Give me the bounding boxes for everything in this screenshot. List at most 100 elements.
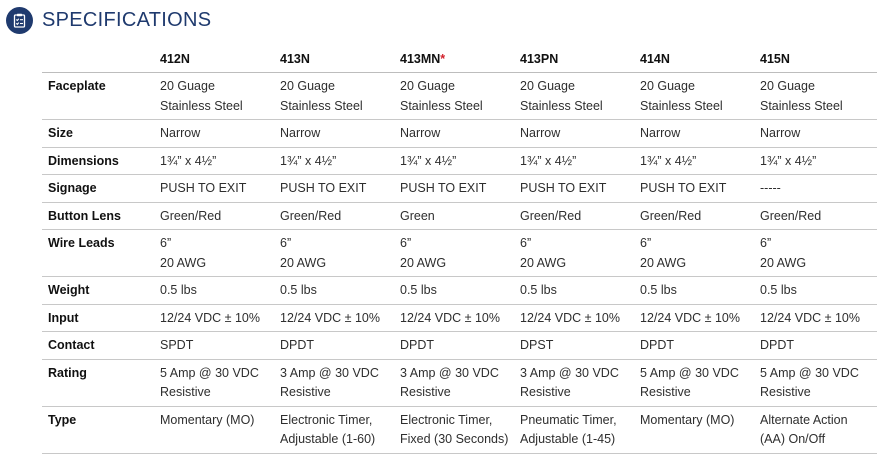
- cell-line: Alternate Action: [760, 412, 848, 427]
- model-name: 412N: [160, 52, 190, 66]
- row-label: Input: [42, 304, 160, 332]
- column-header-415n: 415N: [760, 48, 877, 73]
- table-row: Input 12/24 VDC ± 10% 12/24 VDC ± 10% 12/24…: [42, 304, 877, 332]
- cell-line: Fixed (30 Seconds): [400, 432, 509, 446]
- table-cell: DPST: [520, 331, 640, 360]
- table-header-row: 412N 413N 413MN* 413PN 414N 415N: [42, 48, 877, 73]
- cell-line: 3 Amp @ 30 VDC: [280, 365, 379, 380]
- cell-line: Resistive: [400, 385, 451, 399]
- cell-line: Narrow: [640, 126, 681, 140]
- table-cell: SPDT: [160, 331, 280, 360]
- table-cell: 0.5 lbs: [760, 276, 877, 305]
- model-name: 415N: [760, 52, 790, 66]
- cell-line: 0.5 lbs: [400, 283, 437, 297]
- table-cell: 0.5 lbs: [520, 276, 640, 305]
- cell-line: Stainless Steel: [160, 98, 243, 113]
- cell-line: 6”: [280, 236, 292, 250]
- table-row: Weight 0.5 lbs 0.5 lbs 0.5 lbs 0.5 lbs 0.5 lb…: [42, 276, 877, 305]
- table-cell: 5 Amp @ 30 VDC Resistive: [640, 359, 760, 407]
- cell-line: 12/24 VDC ± 10%: [520, 310, 620, 325]
- table-cell: 3 Amp @ 30 VDC Resistive: [280, 359, 400, 407]
- cell-line: -----: [760, 181, 781, 195]
- cell-line: Green/Red: [160, 208, 222, 223]
- table-cell: 1¾” x 4½”: [760, 147, 877, 175]
- cell-line: 1¾” x 4½”: [280, 153, 337, 168]
- column-header-412n: 412N: [160, 48, 280, 73]
- cell-line: 1¾” x 4½”: [400, 153, 457, 168]
- cell-line: 6”: [640, 236, 652, 250]
- table-cell: 20 Guage Stainless Steel: [520, 72, 640, 120]
- cell-line: Narrow: [760, 126, 801, 140]
- row-label: Button Lens: [42, 202, 160, 230]
- model-name: 413PN: [520, 52, 559, 66]
- column-header-413mn: 413MN*: [400, 48, 520, 73]
- cell-line: Green: [400, 208, 435, 223]
- cell-line: 20 Guage: [160, 79, 215, 93]
- cell-line: Resistive: [640, 385, 691, 399]
- table-cell: 6” 20 AWG: [640, 229, 760, 277]
- table-cell: PUSH TO EXIT: [640, 174, 760, 203]
- table-cell: PUSH TO EXIT: [160, 174, 280, 203]
- table-cell: DPDT: [400, 331, 520, 360]
- table-cell: 12/24 VDC ± 10%: [640, 304, 760, 332]
- cell-line: 6”: [520, 236, 532, 250]
- table-cell: 6” 20 AWG: [760, 229, 877, 277]
- table-row: Signage PUSH TO EXIT PUSH TO EXIT PUSH TO E…: [42, 174, 877, 203]
- cell-line: 12/24 VDC ± 10%: [400, 310, 500, 325]
- row-label: Wire Leads: [42, 229, 160, 277]
- row-label: Size: [42, 119, 160, 148]
- cell-line: DPDT: [400, 338, 435, 352]
- cell-line: (AA) On/Off: [760, 432, 826, 446]
- cell-line: 20 Guage: [400, 79, 455, 93]
- cell-line: PUSH TO EXIT: [400, 181, 487, 195]
- table-cell: 12/24 VDC ± 10%: [400, 304, 520, 332]
- cell-line: 6”: [400, 236, 412, 250]
- cell-line: Adjustable (1-60): [280, 432, 376, 446]
- cell-line: 20 Guage: [640, 79, 695, 93]
- checklist-icon: [6, 6, 33, 34]
- cell-line: 12/24 VDC ± 10%: [160, 310, 260, 325]
- cell-line: Narrow: [280, 126, 321, 140]
- row-label: Weight: [42, 276, 160, 305]
- row-label: Signage: [42, 174, 160, 203]
- table-cell: DPDT: [280, 331, 400, 360]
- cell-line: SPDT: [160, 338, 194, 352]
- cell-line: 20 AWG: [280, 255, 327, 270]
- cell-line: 20 AWG: [520, 255, 567, 270]
- cell-line: 20 Guage: [520, 79, 575, 93]
- table-cell: 0.5 lbs: [640, 276, 760, 305]
- table-cell: 1¾” x 4½”: [160, 147, 280, 175]
- cell-line: DPST: [520, 338, 554, 352]
- table-cell: 0.5 lbs: [280, 276, 400, 305]
- table-cell: 20 Guage Stainless Steel: [160, 72, 280, 120]
- table-cell: Narrow: [160, 119, 280, 148]
- table-cell: 6” 20 AWG: [400, 229, 520, 277]
- cell-line: 3 Amp @ 30 VDC: [520, 365, 619, 380]
- table-cell: 20 Guage Stainless Steel: [640, 72, 760, 120]
- cell-line: Momentary (MO): [640, 412, 735, 427]
- table-row: Wire Leads 6” 20 AWG 6” 20 AWG 6” 20 AWG 6” 20 A…: [42, 229, 877, 277]
- cell-line: 1¾” x 4½”: [520, 153, 577, 168]
- table-cell: Narrow: [280, 119, 400, 148]
- asterisk-marker: *: [440, 52, 446, 66]
- table-row: Rating 5 Amp @ 30 VDC Resistive 3 Amp @ 30 …: [42, 359, 877, 407]
- table-cell: Narrow: [400, 119, 520, 148]
- cell-line: Pneumatic Timer,: [520, 412, 617, 427]
- table-cell: 0.5 lbs: [400, 276, 520, 305]
- table-cell: 3 Amp @ 30 VDC Resistive: [400, 359, 520, 407]
- cell-line: Green/Red: [280, 208, 342, 223]
- column-header-414n: 414N: [640, 48, 760, 73]
- table-cell: Green/Red: [640, 202, 760, 230]
- table-cell: Green/Red: [160, 202, 280, 230]
- table-cell: 6” 20 AWG: [280, 229, 400, 277]
- column-header-413pn: 413PN: [520, 48, 640, 73]
- cell-line: Resistive: [520, 385, 571, 399]
- table-cell: DPDT: [760, 331, 877, 360]
- cell-line: 5 Amp @ 30 VDC: [760, 365, 859, 380]
- table-cell: 0.5 lbs: [160, 276, 280, 305]
- cell-line: Green/Red: [640, 208, 702, 223]
- table-row: Button Lens Green/Red Green/Red Green Green/…: [42, 202, 877, 230]
- cell-line: 0.5 lbs: [160, 283, 197, 297]
- row-label: Rating: [42, 359, 160, 407]
- table-cell: Green: [400, 202, 520, 230]
